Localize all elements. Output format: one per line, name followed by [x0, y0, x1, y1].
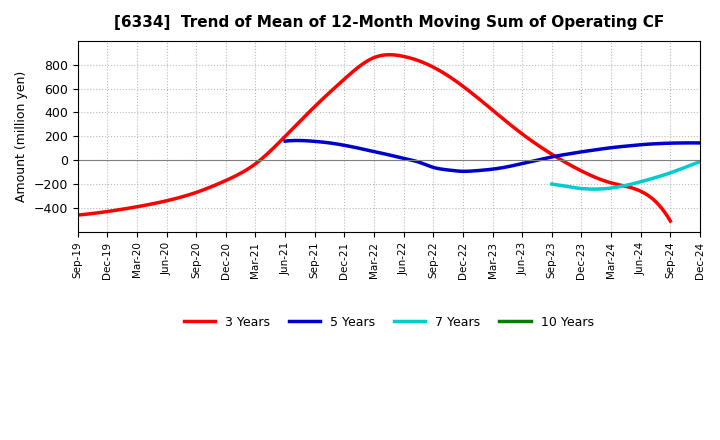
5 Years — [281, 139, 289, 144]
3 Years — [73, 213, 82, 218]
5 Years — [531, 158, 539, 163]
3 Years — [426, 63, 435, 68]
7 Years — [590, 187, 599, 192]
7 Years — [547, 181, 556, 187]
5 Years — [460, 169, 469, 174]
5 Years — [696, 140, 704, 146]
3 Years — [575, 167, 583, 172]
Line: 3 Years: 3 Years — [78, 55, 670, 221]
5 Years — [538, 157, 546, 162]
3 Years — [613, 182, 621, 187]
Line: 7 Years: 7 Years — [552, 161, 700, 189]
Line: 5 Years: 5 Years — [285, 140, 700, 171]
7 Years — [639, 179, 647, 184]
3 Years — [76, 212, 84, 217]
3 Years — [438, 70, 446, 75]
5 Years — [293, 138, 302, 143]
Y-axis label: Amount (million yen): Amount (million yen) — [15, 71, 28, 202]
7 Years — [548, 182, 557, 187]
3 Years — [428, 64, 437, 70]
Legend: 3 Years, 5 Years, 7 Years, 10 Years: 3 Years, 5 Years, 7 Years, 10 Years — [179, 311, 598, 334]
5 Years — [282, 138, 291, 143]
5 Years — [633, 142, 642, 147]
5 Years — [529, 158, 538, 164]
7 Years — [636, 179, 645, 184]
3 Years — [384, 52, 393, 57]
5 Years — [660, 141, 668, 146]
Title: [6334]  Trend of Mean of 12-Month Moving Sum of Operating CF: [6334] Trend of Mean of 12-Month Moving … — [114, 15, 664, 30]
7 Years — [673, 168, 682, 173]
7 Years — [636, 179, 644, 184]
3 Years — [666, 218, 675, 224]
7 Years — [696, 159, 704, 164]
7 Years — [683, 164, 691, 169]
